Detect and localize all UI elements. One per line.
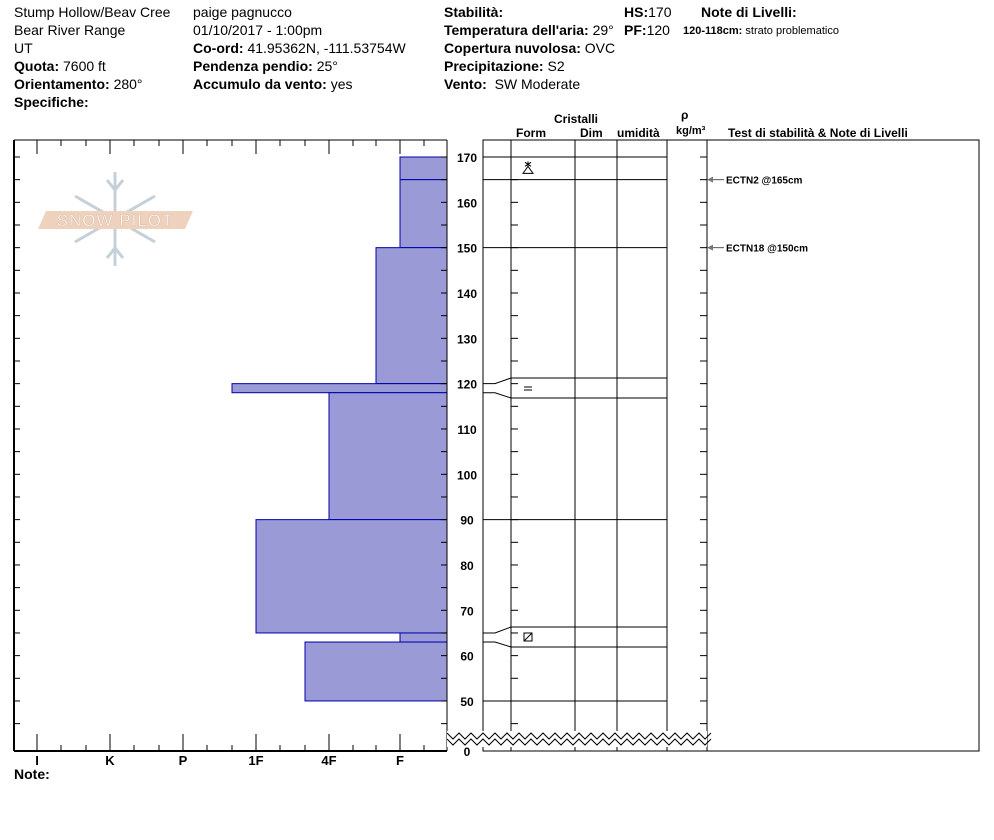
snowpilot-logo: SNOW PILOT bbox=[38, 172, 193, 266]
x-tick-label: I bbox=[35, 753, 39, 768]
layer-connector bbox=[483, 641, 512, 648]
logo-text: SNOW PILOT bbox=[57, 211, 174, 230]
layer-bar bbox=[375, 247, 448, 385]
col-moisture: umidità bbox=[617, 126, 660, 140]
y-tick-label: 170 bbox=[457, 151, 477, 165]
layer-bar bbox=[255, 519, 448, 634]
y-tick-label: 130 bbox=[457, 332, 477, 346]
hs: HS:170 bbox=[624, 4, 672, 20]
col-tests: Test di stabilità & Note di Livelli bbox=[728, 126, 908, 140]
layer-connector bbox=[483, 377, 512, 385]
y-tick-label: 110 bbox=[457, 423, 477, 437]
slope: Pendenza pendio: 25° bbox=[193, 58, 338, 74]
triangle bbox=[522, 165, 534, 174]
y-tick-label: 60 bbox=[460, 650, 474, 664]
y-tick-label: 150 bbox=[457, 242, 477, 256]
equals bbox=[524, 386, 532, 391]
precip: Precipitazione: S2 bbox=[444, 58, 565, 74]
surface-hoar-icon bbox=[522, 161, 534, 174]
rounding-facets-icon bbox=[523, 632, 533, 642]
observer: paige pagnucco bbox=[193, 4, 292, 20]
layer-note: 120-118cm: strato problematico bbox=[683, 25, 839, 37]
layer-connector bbox=[483, 626, 512, 634]
y-tick-label: 0 bbox=[464, 745, 471, 759]
aspect: Orientamento: 280° bbox=[14, 76, 143, 92]
axis-break-mask bbox=[447, 731, 707, 747]
col-crystals: Cristalli bbox=[554, 112, 599, 126]
asterisk bbox=[524, 161, 532, 168]
pf: PF:120 bbox=[624, 22, 670, 38]
x-tick-label: 1F bbox=[248, 753, 263, 768]
layer-bar bbox=[399, 632, 448, 643]
y-tick-label: 70 bbox=[460, 604, 474, 618]
layer-bar bbox=[399, 156, 448, 181]
axis-break-zigzag bbox=[446, 732, 712, 740]
air-temp: Temperatura dell'aria: 29° bbox=[444, 22, 614, 38]
wind: Vento: SW Moderate bbox=[444, 76, 581, 92]
test-arrow-icon bbox=[707, 244, 713, 251]
y-tick-label: 90 bbox=[460, 514, 474, 528]
layer-notes-label: Note di Livelli: bbox=[701, 4, 797, 20]
stability-test-label: ECTN18 @150cm bbox=[726, 244, 808, 255]
sky: Copertura nuvolosa: OVC bbox=[444, 40, 616, 56]
layer-connector bbox=[483, 392, 512, 399]
elevation: Quota: 7600 ft bbox=[14, 58, 106, 74]
x-tick-label: 4F bbox=[321, 753, 336, 768]
x-tick-label: F bbox=[396, 753, 404, 768]
y-tick-label: 160 bbox=[457, 196, 477, 210]
col-density-unit: kg/m³ bbox=[676, 125, 706, 137]
coord: Co-ord: 41.95362N, -111.53754W bbox=[193, 40, 406, 56]
location: Stump Hollow/Beav Cree bbox=[14, 4, 171, 20]
datetime: 01/10/2017 - 1:00pm bbox=[193, 22, 323, 38]
col-form: Form bbox=[516, 126, 546, 140]
diagonal bbox=[523, 632, 533, 642]
layer-bar bbox=[231, 383, 448, 394]
range: Bear River Range bbox=[14, 22, 126, 38]
state: UT bbox=[14, 40, 33, 56]
y-tick-label: 80 bbox=[460, 559, 474, 573]
stability: Stabilità: bbox=[444, 4, 504, 20]
x-tick-label: K bbox=[105, 753, 115, 768]
stability-test-label: ECTN2 @165cm bbox=[726, 176, 803, 187]
y-tick-label: 140 bbox=[457, 287, 477, 301]
col-size: Dim bbox=[580, 126, 603, 140]
layer-bar bbox=[328, 392, 448, 521]
test-arrow-icon bbox=[707, 176, 713, 183]
table-frame bbox=[482, 139, 980, 752]
y-tick-label: 50 bbox=[460, 695, 474, 709]
x-tick-label: P bbox=[179, 753, 188, 768]
axis-break-zigzag bbox=[446, 738, 712, 746]
layer-bar bbox=[304, 641, 448, 702]
square bbox=[523, 632, 533, 642]
notes-label: Note: bbox=[14, 766, 50, 782]
wind-loading: Accumulo da vento: yes bbox=[193, 76, 353, 92]
y-tick-label: 120 bbox=[457, 378, 477, 392]
col-density-symbol: ρ bbox=[681, 108, 689, 122]
layer-bar bbox=[399, 179, 448, 249]
specifics-label: Specifiche: bbox=[14, 94, 89, 110]
y-tick-label: 100 bbox=[457, 468, 477, 482]
melt-freeze-crust-icon bbox=[524, 386, 532, 391]
